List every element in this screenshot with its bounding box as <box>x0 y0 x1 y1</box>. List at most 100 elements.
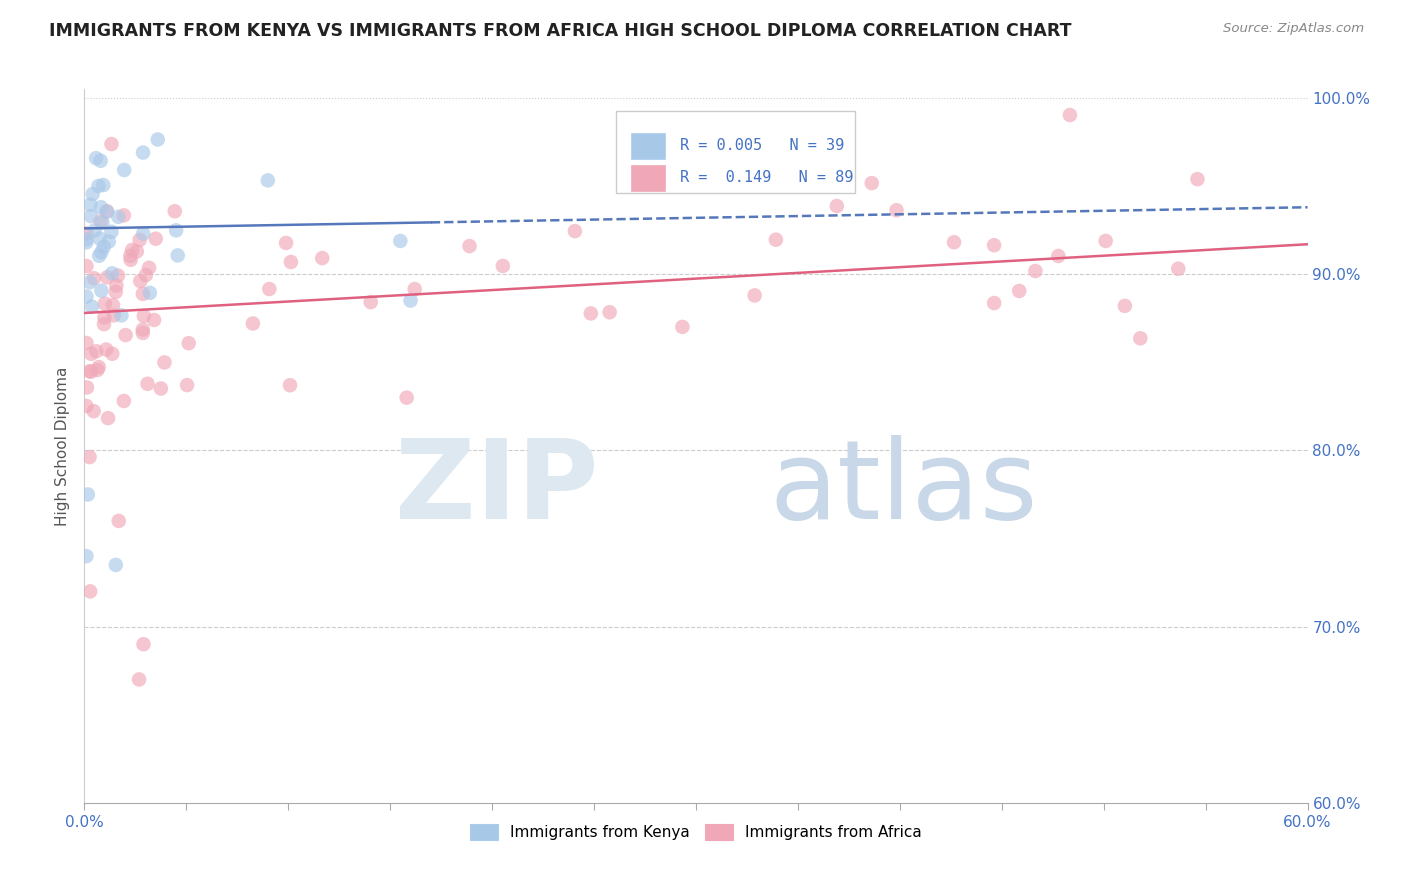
Point <box>132 286 155 301</box>
Point <box>132 326 155 340</box>
Point <box>860 176 883 190</box>
Point <box>166 248 188 262</box>
Point <box>128 233 150 247</box>
Point <box>311 251 333 265</box>
Point <box>1008 284 1031 298</box>
Point <box>76 380 98 394</box>
Point <box>90 214 112 228</box>
Point <box>399 293 422 308</box>
Point <box>1187 172 1209 186</box>
Point <box>671 320 693 334</box>
Point <box>120 252 142 267</box>
Point <box>129 274 152 288</box>
Point <box>76 487 98 501</box>
Point <box>84 344 107 359</box>
Point <box>765 233 787 247</box>
Point <box>107 268 129 283</box>
Point <box>458 239 481 253</box>
Point <box>96 343 118 357</box>
Point <box>163 204 186 219</box>
Point <box>983 296 1005 310</box>
Point <box>146 132 169 146</box>
Point <box>886 203 908 218</box>
Point <box>80 347 103 361</box>
Text: R =  0.149   N = 89: R = 0.149 N = 89 <box>681 170 853 186</box>
Point <box>75 399 97 413</box>
Point <box>83 404 105 418</box>
Point <box>1114 299 1136 313</box>
Point <box>80 209 103 223</box>
Point <box>132 227 155 241</box>
Point <box>112 394 135 409</box>
Point <box>83 223 105 237</box>
Point <box>1024 264 1046 278</box>
Point <box>128 673 150 687</box>
Point <box>103 309 125 323</box>
Point <box>89 232 111 246</box>
Point <box>138 260 160 275</box>
Point <box>101 266 124 280</box>
Point <box>257 173 280 187</box>
Point <box>75 549 97 563</box>
Point <box>983 238 1005 252</box>
FancyBboxPatch shape <box>631 165 665 191</box>
Text: Source: ZipAtlas.com: Source: ZipAtlas.com <box>1223 22 1364 36</box>
Point <box>274 235 297 250</box>
Point <box>1129 331 1152 345</box>
Point <box>825 199 848 213</box>
Point <box>177 336 200 351</box>
Point <box>101 347 124 361</box>
Point <box>579 306 602 320</box>
Point <box>79 450 101 464</box>
Point <box>259 282 281 296</box>
Point <box>82 187 104 202</box>
Point <box>599 305 621 319</box>
Point <box>139 285 162 300</box>
Point <box>100 225 122 239</box>
Point <box>90 245 112 260</box>
Point <box>404 282 426 296</box>
Point <box>100 137 122 152</box>
Legend: Immigrants from Kenya, Immigrants from Africa: Immigrants from Kenya, Immigrants from A… <box>464 818 928 847</box>
Point <box>105 278 128 293</box>
Text: atlas: atlas <box>769 435 1038 542</box>
Point <box>83 271 105 285</box>
Point <box>104 285 127 299</box>
Point <box>75 289 97 303</box>
Point <box>165 223 187 237</box>
Point <box>79 275 101 289</box>
Point <box>1094 234 1116 248</box>
Point <box>97 411 120 425</box>
Point <box>94 296 117 310</box>
Point <box>80 300 103 314</box>
Point <box>1047 249 1070 263</box>
Point <box>80 365 103 379</box>
Point <box>153 355 176 369</box>
Point <box>1059 108 1081 122</box>
Point <box>97 235 120 249</box>
Point <box>90 153 112 168</box>
FancyBboxPatch shape <box>616 111 855 193</box>
Point <box>132 637 155 651</box>
Point <box>101 298 124 312</box>
Point <box>96 204 118 219</box>
Point <box>120 249 142 263</box>
Point <box>121 243 143 257</box>
Point <box>389 234 412 248</box>
Point <box>149 382 172 396</box>
Point <box>112 208 135 222</box>
Point <box>87 178 110 193</box>
Point <box>93 240 115 254</box>
Point <box>107 210 129 224</box>
Point <box>278 378 301 392</box>
Point <box>91 216 114 230</box>
Point <box>75 259 97 273</box>
Point <box>395 391 418 405</box>
Point <box>96 204 118 219</box>
Y-axis label: High School Diploma: High School Diploma <box>55 367 70 525</box>
Text: IMMIGRANTS FROM KENYA VS IMMIGRANTS FROM AFRICA HIGH SCHOOL DIPLOMA CORRELATION : IMMIGRANTS FROM KENYA VS IMMIGRANTS FROM… <box>49 22 1071 40</box>
Text: R = 0.005   N = 39: R = 0.005 N = 39 <box>681 138 845 153</box>
Point <box>360 295 382 310</box>
Point <box>699 171 721 186</box>
Point <box>114 328 136 343</box>
